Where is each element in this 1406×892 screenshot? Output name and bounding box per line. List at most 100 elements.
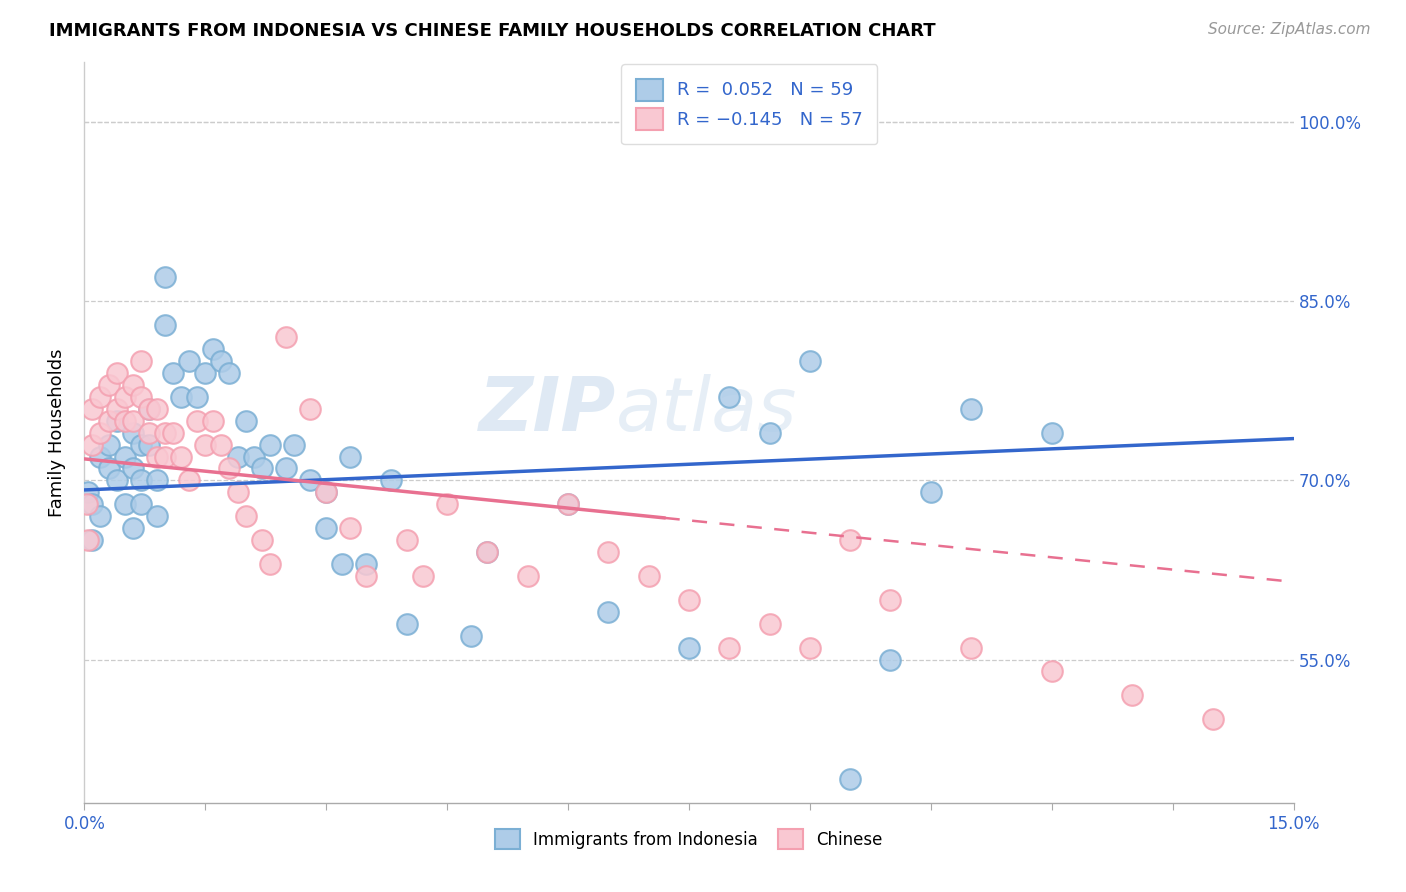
Point [1040,425,1063,440]
Point [138,437,160,451]
Text: Source: ZipAtlas.com: Source: ZipAtlas.com [1208,22,1371,37]
Point [259,437,281,451]
Point [412,569,434,583]
Point [146,509,169,524]
Point [194,366,217,380]
Point [121,425,143,440]
Point [960,401,983,416]
Point [209,354,232,368]
Point [330,557,353,571]
Point [146,401,169,416]
Point [202,342,225,356]
Point [356,557,378,571]
Point [274,330,297,344]
Point [146,474,169,488]
Point [299,401,322,416]
Point [339,521,361,535]
Point [162,366,184,380]
Point [89,509,111,524]
Point [315,485,337,500]
Point [82,437,104,451]
Text: IMMIGRANTS FROM INDONESIA VS CHINESE FAMILY HOUSEHOLDS CORRELATION CHART: IMMIGRANTS FROM INDONESIA VS CHINESE FAM… [49,22,936,40]
Point [218,366,240,380]
Point [97,377,120,392]
Point [138,401,160,416]
Point [460,629,482,643]
Point [235,414,257,428]
Point [209,437,232,451]
Point [114,450,136,464]
Point [557,497,579,511]
Point [114,390,136,404]
Point [477,545,499,559]
Point [153,425,176,440]
Point [114,414,136,428]
Point [138,401,160,416]
Point [259,557,281,571]
Point [97,461,120,475]
Point [960,640,983,655]
Point [799,640,821,655]
Point [283,437,305,451]
Point [121,521,143,535]
Point [274,461,297,475]
Point [82,497,104,511]
Point [202,414,225,428]
Point [799,354,821,368]
Point [121,461,143,475]
Point [129,390,152,404]
Point [77,533,100,547]
Point [436,497,458,511]
Point [339,450,361,464]
Point [598,545,620,559]
Point [598,605,620,619]
Point [97,414,120,428]
Point [89,390,111,404]
Point [186,414,208,428]
Point [82,401,104,416]
Point [77,485,100,500]
Point [315,485,337,500]
Text: atlas: atlas [616,375,797,446]
Point [1202,712,1225,726]
Point [162,425,184,440]
Point [637,569,659,583]
Point [218,461,240,475]
Point [718,390,741,404]
Point [250,533,273,547]
Point [89,425,111,440]
Point [179,354,201,368]
Point [121,414,143,428]
Point [477,545,499,559]
Point [1121,689,1143,703]
Point [226,485,249,500]
Point [356,569,378,583]
Point [395,616,418,631]
Point [105,414,128,428]
Point [758,616,780,631]
Point [179,474,201,488]
Point [678,640,700,655]
Point [186,390,208,404]
Point [153,318,176,333]
Point [76,497,98,511]
Point [920,485,942,500]
Point [678,592,700,607]
Point [516,569,538,583]
Point [879,592,901,607]
Y-axis label: Family Households: Family Households [48,349,66,516]
Point [299,474,322,488]
Point [129,474,152,488]
Point [250,461,273,475]
Point [129,437,152,451]
Point [153,270,176,285]
Point [194,437,217,451]
Point [129,354,152,368]
Point [1040,665,1063,679]
Point [839,772,862,786]
Point [105,401,128,416]
Point [395,533,418,547]
Point [242,450,264,464]
Point [315,521,337,535]
Point [121,377,143,392]
